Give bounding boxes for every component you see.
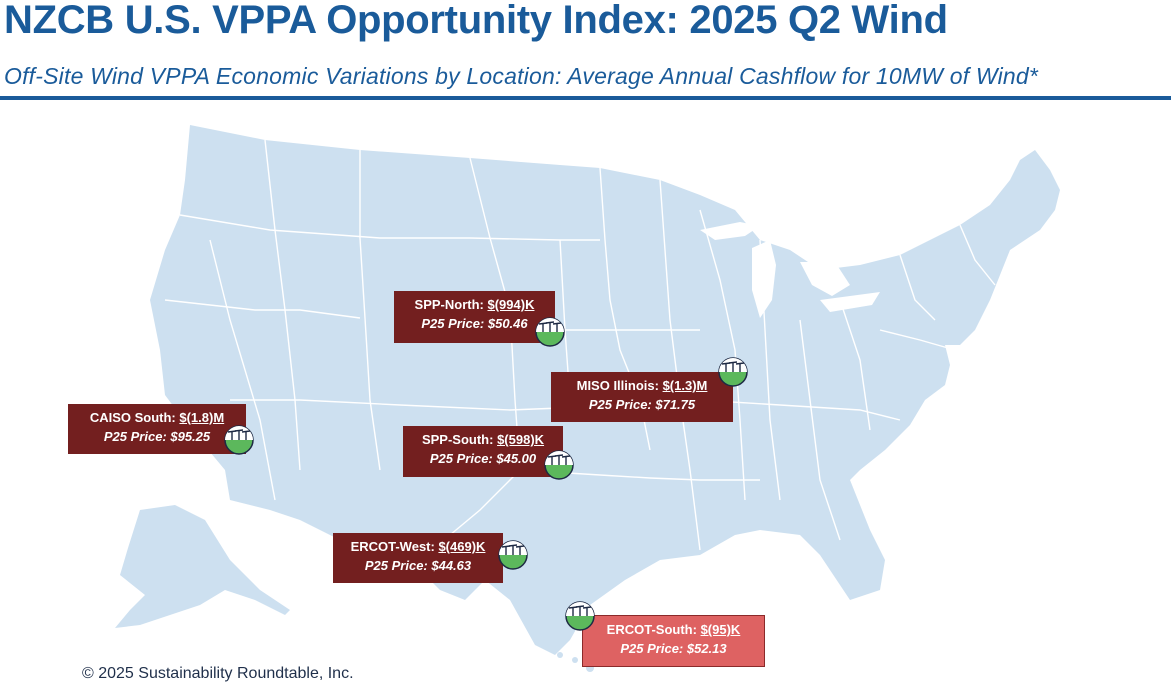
wind-turbine-icon: [565, 601, 595, 631]
wind-turbine-icon: [718, 357, 748, 387]
cashflow-value: $(469)K: [438, 539, 486, 554]
page-title: NZCB U.S. VPPA Opportunity Index: 2025 Q…: [4, 0, 948, 42]
location-label-miso-illinois: MISO Illinois: $(1.3)M P25 Price: $71.75: [551, 372, 733, 422]
location-label-ercot-south: ERCOT-South: $(95)K P25 Price: $52.13: [582, 615, 765, 667]
location-name: CAISO South:: [89, 410, 176, 425]
location-label-spp-south: SPP-South: $(598)K P25 Price: $45.00: [403, 426, 563, 477]
p25-price: P25 Price: $50.46: [421, 316, 528, 331]
cashflow-value: $(994)K: [487, 297, 535, 312]
location-name: ERCOT-South:: [606, 622, 697, 637]
cashflow-value: $(1.3)M: [662, 378, 708, 393]
wind-turbine-icon: [544, 450, 574, 480]
location-name: SPP-South:: [421, 432, 494, 447]
location-name: ERCOT-West:: [350, 539, 435, 554]
p25-price: P25 Price: $52.13: [620, 641, 727, 656]
cashflow-value: $(95)K: [700, 622, 741, 637]
wind-turbine-icon: [224, 425, 254, 455]
p25-price: P25 Price: $71.75: [588, 397, 696, 412]
location-label-ercot-west: ERCOT-West: $(469)K P25 Price: $44.63: [333, 533, 503, 583]
alaska: [115, 505, 290, 628]
location-name: MISO Illinois:: [576, 378, 659, 393]
cashflow-value: $(598)K: [497, 432, 545, 447]
p25-price: P25 Price: $45.00: [429, 451, 537, 466]
great-lakes: [700, 222, 880, 318]
p25-price: P25 Price: $95.25: [103, 429, 211, 444]
page-subtitle: Off-Site Wind VPPA Economic Variations b…: [4, 63, 1039, 89]
location-name: SPP-North:: [414, 297, 484, 312]
title-divider: [0, 96, 1171, 100]
location-label-caiso-south: CAISO South: $(1.8)M P25 Price: $95.25: [68, 404, 246, 454]
wind-turbine-icon: [535, 317, 565, 347]
copyright-notice: © 2025 Sustainability Roundtable, Inc.: [82, 665, 354, 682]
location-label-spp-north: SPP-North: $(994)K P25 Price: $50.46: [394, 291, 555, 343]
p25-price: P25 Price: $44.63: [364, 558, 472, 573]
wind-turbine-icon: [498, 540, 528, 570]
cashflow-value: $(1.8)M: [179, 410, 225, 425]
